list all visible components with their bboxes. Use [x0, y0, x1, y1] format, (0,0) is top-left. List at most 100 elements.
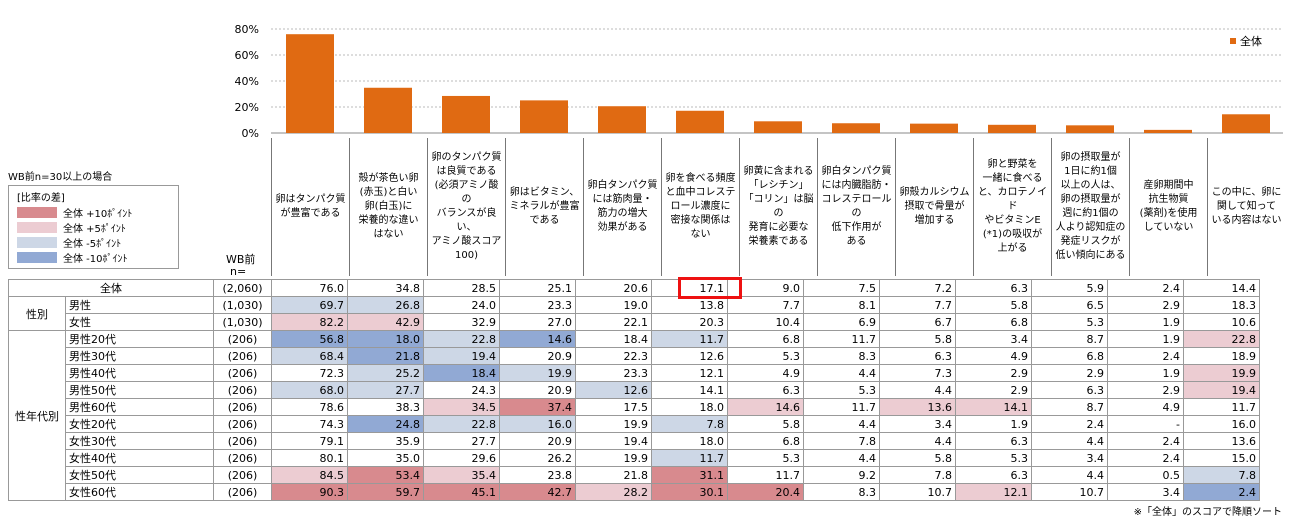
table-cell: 7.8 — [879, 466, 956, 484]
column-header-line: 卵白タンパク質 — [587, 180, 658, 191]
column-header-line: 卵はタンパク質 — [275, 194, 346, 205]
table-cell: 22.1 — [575, 313, 652, 331]
table-cell: 2.9 — [1031, 364, 1108, 382]
table-cell: 21.8 — [347, 347, 424, 365]
column-header-line: 密接な関係は — [670, 215, 731, 226]
column-header-line: 関して知って — [1216, 201, 1277, 212]
table-cell: 5.3 — [727, 449, 804, 467]
table-cell: 6.3 — [955, 466, 1032, 484]
table-cell: 6.8 — [1031, 347, 1108, 365]
column-header-line: 「コリン」は脳の — [743, 194, 814, 219]
table-cell: 12.6 — [651, 347, 728, 365]
table-cell: 23.3 — [575, 364, 652, 382]
table-cell: 18.0 — [651, 432, 728, 450]
row-group-label: 性年代別 — [8, 330, 66, 501]
column-header-line: はない — [373, 229, 404, 240]
table-cell: 25.1 — [499, 279, 576, 297]
table-cell: 34.8 — [347, 279, 424, 297]
bar-10 — [988, 124, 1036, 133]
table-cell: 37.4 — [499, 398, 576, 416]
bar-13 — [1222, 114, 1270, 133]
table-cell: 68.4 — [271, 347, 348, 365]
table-cell: 5.8 — [727, 415, 804, 433]
column-header-line: は良質である — [436, 166, 497, 177]
column-header-line: が豊富である — [280, 208, 341, 219]
row-sample-size: (1,030) — [213, 296, 272, 314]
table-cell: 12.1 — [955, 483, 1032, 501]
column-header-line: (必須アミノ酸の — [434, 180, 499, 205]
table-cell: 18.0 — [347, 330, 424, 348]
table-cell: 38.3 — [347, 398, 424, 416]
column-header-line: 発症リスクが — [1060, 236, 1121, 247]
row-label: 女性30代 — [65, 432, 214, 450]
row-sample-size: (206) — [213, 347, 272, 365]
column-header-text: この中に、卵に 関して知って いる内容はない — [1212, 186, 1282, 228]
table-cell: 5.3 — [955, 449, 1032, 467]
legend-minus10: 全体 -10ﾎﾟｲﾝﾄ — [17, 251, 128, 265]
table-cell: 31.1 — [651, 466, 728, 484]
table-cell: 18.0 — [651, 398, 728, 416]
legend-plus10: 全体 +10ﾎﾟｲﾝﾄ — [17, 206, 132, 220]
column-header-line: 産卵期間中 — [1143, 180, 1194, 191]
column-header-text: 卵白タンパク質 には内臓脂肪・ コレステロールの 低下作用が ある — [821, 165, 892, 249]
column-header-line: していない — [1143, 222, 1194, 233]
table-cell: 53.4 — [347, 466, 424, 484]
row-label: 男性 — [65, 296, 214, 314]
column-header-line: 抗生物質 — [1148, 194, 1189, 205]
row-label: 女性50代 — [65, 466, 214, 484]
table-cell: 6.3 — [955, 432, 1032, 450]
table-cell: 16.0 — [499, 415, 576, 433]
table-cell: 16.0 — [1183, 415, 1260, 433]
column-header-line: 栄養的な違い — [358, 215, 419, 226]
table-cell: 14.4 — [1183, 279, 1260, 297]
table-cell: 13.6 — [879, 398, 956, 416]
bar-6 — [676, 110, 724, 133]
table-cell: 11.7 — [727, 466, 804, 484]
table-row: 男性60代 (206) 78.6 38.3 34.5 37.4 17.5 18.0 14.6 11… — [9, 398, 1260, 416]
table-row: 男性50代 (206) 68.0 27.7 24.3 20.9 12.6 14.1 6.3 5.3… — [9, 381, 1260, 399]
column-header-line: 筋力の増大 — [597, 208, 648, 219]
table-cell: 8.3 — [803, 347, 880, 365]
table-cell: 5.9 — [1031, 279, 1108, 297]
column-header-line: 摂取で骨量が — [904, 201, 965, 212]
column-header-4: 卵はビタミン、 ミネラルが豊富 である — [505, 138, 583, 276]
table-cell: 72.3 — [271, 364, 348, 382]
table-cell: 5.8 — [879, 330, 956, 348]
column-header-text: 産卵期間中 抗生物質 (薬剤)を使用 していない — [1140, 179, 1198, 235]
table-cell: 5.8 — [879, 449, 956, 467]
row-label: 女性40代 — [65, 449, 214, 467]
column-header-line: 卵殻カルシウム — [899, 187, 970, 198]
table-cell: 19.9 — [575, 449, 652, 467]
column-header-line: 卵黄に含まれる — [743, 166, 814, 177]
legend-plus5-label: 全体 +5ﾎﾟｲﾝﾄ — [63, 224, 126, 235]
column-header-line: 低い傾向にある — [1055, 250, 1126, 261]
table-cell: 14.1 — [955, 398, 1032, 416]
legend-swatch — [1230, 38, 1236, 44]
bar-5 — [598, 106, 646, 133]
data-table: 全体 (2,060) 76.0 34.8 28.5 25.1 20.6 17.1 9.0 7.5 7… — [8, 279, 1260, 501]
table-cell: 3.4 — [955, 330, 1032, 348]
wb-label: WB前 — [226, 253, 256, 266]
column-header-line: ある — [846, 236, 867, 247]
column-header-line: 100) — [455, 250, 478, 261]
y-tick-label: 0% — [242, 127, 259, 140]
column-header-line: 上がる — [997, 243, 1028, 254]
column-header-line: 人より認知症の — [1055, 222, 1126, 233]
table-cell: 18.3 — [1183, 296, 1260, 314]
table-cell: 35.0 — [347, 449, 424, 467]
table-cell: 35.4 — [423, 466, 500, 484]
table-cell: 11.7 — [651, 449, 728, 467]
bar-11 — [1066, 125, 1114, 133]
table-cell: 20.4 — [727, 483, 804, 501]
table-cell: 10.7 — [879, 483, 956, 501]
column-header-line: ロール濃度に — [670, 201, 731, 212]
table-cell: 79.1 — [271, 432, 348, 450]
y-tick-label: 60% — [235, 49, 259, 62]
legend-minus5-swatch — [17, 237, 57, 248]
column-header-text: 卵のタンパク質 は良質である (必須アミノ酸の バランスが良い、 アミノ酸スコア 100) — [431, 151, 502, 263]
table-cell: - — [1107, 415, 1184, 433]
table-cell: 19.9 — [499, 364, 576, 382]
column-header-line: 卵の摂取量が — [1060, 152, 1121, 163]
column-header-line: 卵のタンパク質 — [431, 152, 502, 163]
table-cell: 2.4 — [1107, 347, 1184, 365]
